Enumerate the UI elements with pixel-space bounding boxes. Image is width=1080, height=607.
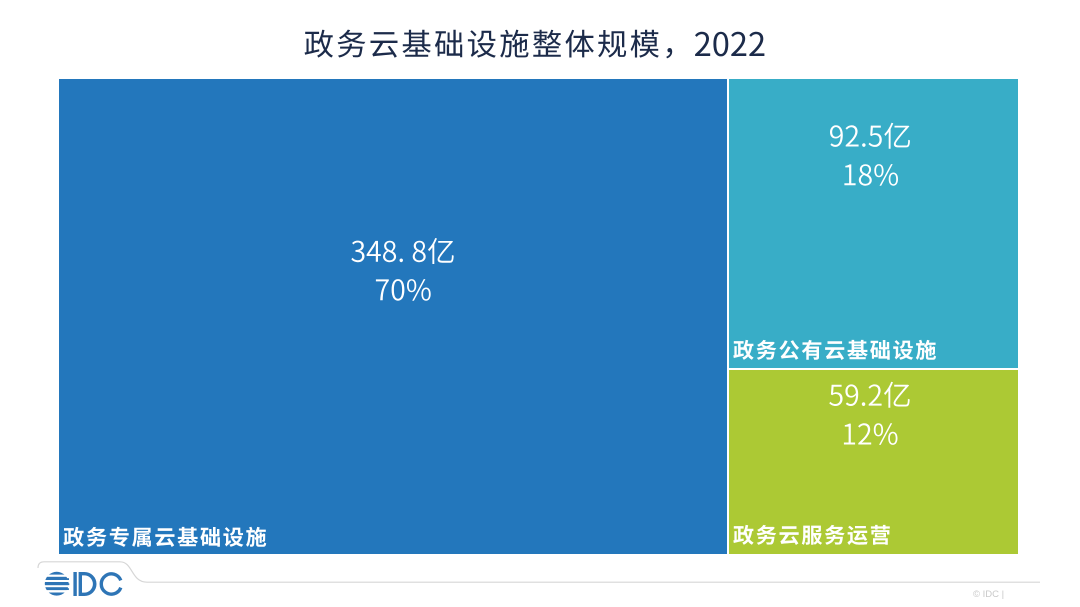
svg-text:© IDC |: © IDC | [973, 589, 1004, 600]
